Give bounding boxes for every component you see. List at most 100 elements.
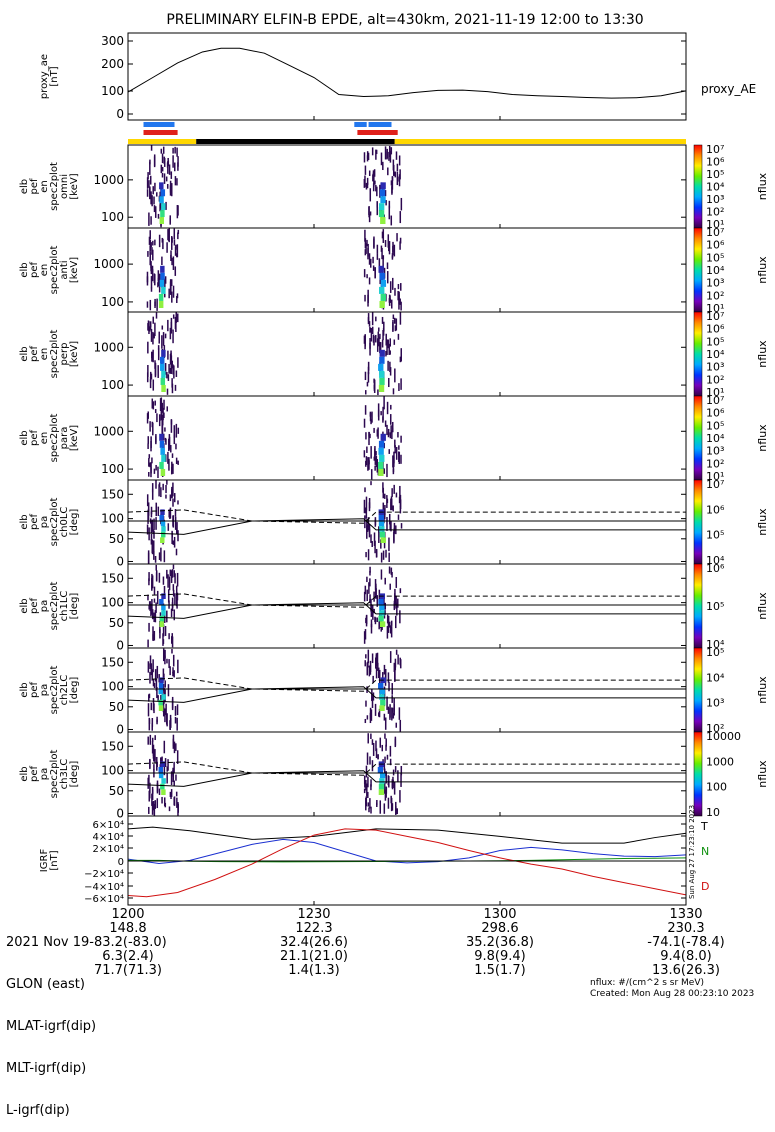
spectrogram-pixel xyxy=(155,464,157,471)
spectrogram-pixel xyxy=(165,201,167,210)
spectrogram-pixel xyxy=(381,744,384,752)
colorbar-tick-label: 10⁷ xyxy=(706,310,724,323)
colorbar-tick-label: 10⁴ xyxy=(706,671,725,684)
spectrogram-pixel xyxy=(167,161,169,174)
spectrogram-pixel xyxy=(378,529,380,543)
spectrogram-pixel xyxy=(368,665,371,677)
spectrogram-pixel xyxy=(169,666,171,676)
spectrogram-pixel xyxy=(175,774,177,781)
spectrogram-pixel xyxy=(392,319,394,331)
ylabel-line: anti xyxy=(59,260,70,279)
spectrogram-pixel xyxy=(367,371,370,383)
spectrogram-core xyxy=(160,761,165,767)
spectrogram-pixel xyxy=(152,349,154,363)
spectrogram-pixel xyxy=(167,374,170,381)
spectrogram-pixel xyxy=(159,629,161,639)
spectrogram-pixel xyxy=(372,742,375,756)
spectrogram-pixel xyxy=(162,624,165,637)
value-cell: -74.1(-78.4) xyxy=(647,935,725,950)
spectrogram-pixel xyxy=(378,708,381,718)
spectrogram-pixel xyxy=(399,719,402,732)
spectrogram-pixel xyxy=(168,659,170,669)
spectrogram-pixel xyxy=(149,379,152,389)
spectrogram-core xyxy=(159,433,164,441)
spectrogram-pixel xyxy=(148,180,150,188)
spectrogram-pixel xyxy=(392,779,394,789)
spectrogram-pixel xyxy=(370,733,372,739)
spectrogram-pixel xyxy=(147,703,150,717)
igrf-N-line xyxy=(127,838,687,864)
spectrogram-pixel xyxy=(369,599,371,604)
ylabel-line: en xyxy=(39,264,50,277)
value-cell: -83.2(-83.0) xyxy=(89,935,167,950)
spectrogram-core xyxy=(379,604,385,611)
spectrogram-pixel xyxy=(400,523,403,529)
spectrogram-pixel xyxy=(151,247,153,255)
y-tick-label: 4×10⁴ xyxy=(93,832,124,843)
spectrogram-pixel xyxy=(164,437,167,443)
spectrogram-pixel xyxy=(169,507,172,519)
spectrogram-pixel xyxy=(400,283,402,291)
spectrogram-pixel xyxy=(168,228,170,243)
spectrogram-pixel xyxy=(150,511,153,518)
spectrogram-pixel xyxy=(146,189,149,197)
spectrogram-pixel xyxy=(387,615,390,628)
ylabel-line: pef xyxy=(29,766,40,783)
colorbar-tick-label: 10¹ xyxy=(706,302,724,315)
spectrogram-pixel xyxy=(388,681,390,692)
spectrogram-pixel xyxy=(151,457,153,464)
science-zone-bar-red xyxy=(143,130,178,135)
colorbar-tick-label: 10⁶ xyxy=(706,407,725,420)
spectrogram-pixel xyxy=(391,430,393,440)
spectrogram-pixel xyxy=(164,655,166,665)
spectrogram-pixel xyxy=(162,648,165,662)
spectrogram-pixel xyxy=(153,530,155,539)
panel-ylabel: elb pef en spec2plot perp [keV] xyxy=(19,330,80,379)
ylabel-line: [keV] xyxy=(69,341,80,367)
spectrogram-pixel xyxy=(363,418,366,428)
spectrogram-pixel xyxy=(171,486,173,498)
spectrogram-pixel xyxy=(366,519,368,527)
ylabel-line: ch2LC xyxy=(59,675,70,706)
spectrogram-pixel xyxy=(369,411,372,417)
colorbar-title: nflux xyxy=(756,508,769,536)
spectrogram-core xyxy=(160,447,165,455)
spectrogram-pixel xyxy=(163,412,165,418)
spectrogram-pixel xyxy=(399,610,401,624)
spectrogram-pixel xyxy=(374,268,376,279)
spectrogram-pixel xyxy=(162,407,164,421)
ylabel-line: spec2plot xyxy=(49,666,60,715)
spectrogram-pixel xyxy=(374,703,377,716)
ylabel-line: pef xyxy=(29,346,40,363)
spectrogram-core xyxy=(161,604,166,611)
spectrogram-pixel xyxy=(170,171,173,179)
spectrogram-pixel xyxy=(385,549,387,558)
spectrogram-pixel xyxy=(367,243,369,257)
spectrogram-pixel xyxy=(369,707,372,720)
spectrogram-pixel xyxy=(388,200,391,209)
spectrogram-core xyxy=(380,182,386,190)
spectrogram-pixel xyxy=(374,446,376,459)
spectrogram-pixel xyxy=(154,206,157,218)
spectrogram-core xyxy=(378,515,384,521)
spectrogram-pixel xyxy=(150,261,152,269)
spectrogram-pixel xyxy=(177,357,179,368)
spectrogram-pixel xyxy=(150,191,152,205)
spectrogram-pixel xyxy=(375,583,377,598)
ylabel-line: pef xyxy=(29,262,40,279)
spectrogram-pixel xyxy=(173,228,176,240)
ylabel-line: omni xyxy=(59,174,70,199)
spectrogram-pixel xyxy=(391,176,394,190)
spectrogram-core xyxy=(160,468,166,476)
spectrogram-pixel xyxy=(159,204,161,212)
spectrogram-pixel xyxy=(394,588,396,603)
spectrogram-pixel xyxy=(168,288,170,299)
spectrogram-pixel xyxy=(149,671,151,684)
colorbar-tick-label: 10² xyxy=(706,373,724,386)
panel-ylabel: proxy_ae [nT] xyxy=(39,54,60,99)
spectrogram-pixel xyxy=(372,334,375,343)
spectrogram-pixel xyxy=(383,396,385,410)
ylabel-line: [keV] xyxy=(69,173,80,199)
spectrogram-pixel xyxy=(177,232,179,240)
spectrogram-pixel xyxy=(149,663,151,670)
